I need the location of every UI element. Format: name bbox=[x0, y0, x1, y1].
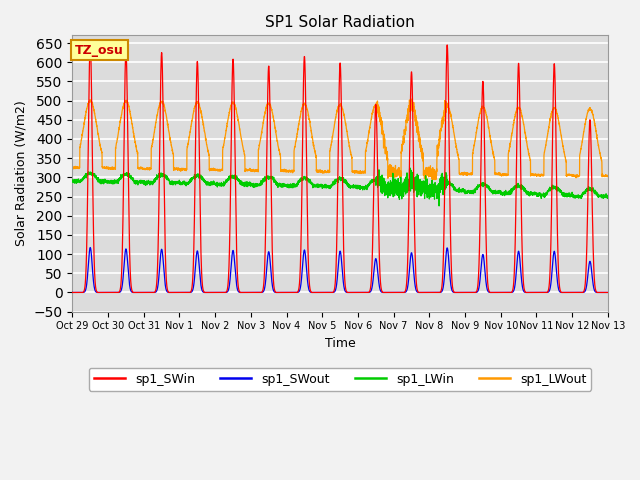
X-axis label: Time: Time bbox=[324, 337, 355, 350]
Text: TZ_osu: TZ_osu bbox=[75, 44, 124, 57]
Legend: sp1_SWin, sp1_SWout, sp1_LWin, sp1_LWout: sp1_SWin, sp1_SWout, sp1_LWin, sp1_LWout bbox=[89, 368, 591, 391]
Y-axis label: Solar Radiation (W/m2): Solar Radiation (W/m2) bbox=[15, 101, 28, 246]
Title: SP1 Solar Radiation: SP1 Solar Radiation bbox=[265, 15, 415, 30]
